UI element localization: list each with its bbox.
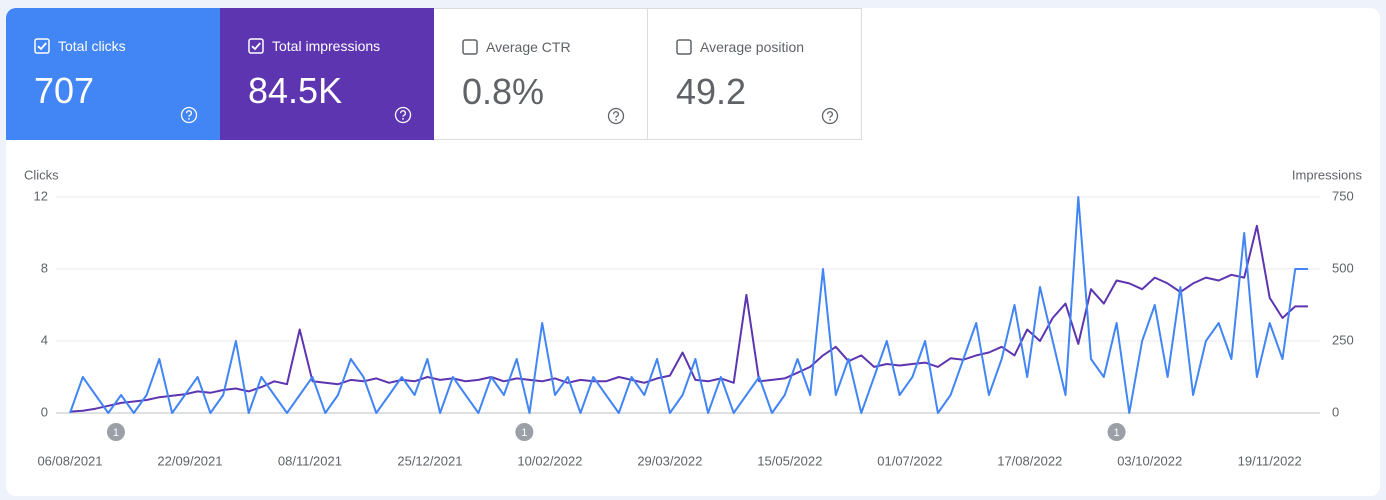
- help-circle: [394, 106, 412, 124]
- x-tick-label: 01/07/2022: [877, 453, 942, 468]
- help-glyph: [185, 110, 192, 117]
- checkbox[interactable]: [462, 39, 478, 55]
- help-dot: [829, 119, 831, 121]
- x-tick-label: 19/11/2022: [1238, 453, 1302, 468]
- checkmark: [37, 42, 47, 51]
- metric-label: Average CTR: [486, 39, 571, 55]
- x-tick-label: 15/05/2022: [757, 453, 822, 468]
- y-tick-label: 8: [41, 260, 48, 275]
- y2-tick-label: 250: [1332, 332, 1354, 347]
- series-line: [69, 224, 1308, 413]
- help-dot: [615, 119, 617, 121]
- metric-label: Average position: [700, 39, 805, 55]
- checkbox-box: [248, 38, 264, 54]
- metric-value: 707: [34, 70, 95, 111]
- help-glyph: [612, 111, 619, 118]
- y2-tick-label: 0: [1332, 404, 1339, 419]
- help-circle: [607, 107, 625, 125]
- checkbox[interactable]: [676, 39, 692, 55]
- y2-tick-label: 500: [1332, 260, 1354, 275]
- checkbox-box: [34, 38, 50, 54]
- metric-cards: Total clicks 707 Total impressions 84.5K Ave…: [6, 8, 862, 140]
- metric-label: Total impressions: [272, 38, 381, 54]
- annotation-label: 1: [1113, 427, 1119, 439]
- checkmark: [251, 42, 261, 51]
- checkbox[interactable]: [248, 38, 264, 54]
- help-icon[interactable]: [394, 106, 412, 124]
- y2-axis-title: Impressions: [1292, 167, 1363, 182]
- checkbox[interactable]: [34, 38, 50, 54]
- metric-value: 84.5K: [248, 70, 343, 111]
- x-tick-label: 10/02/2022: [517, 453, 582, 468]
- annotation-marker[interactable]: [515, 423, 534, 441]
- metric-card[interactable]: Total impressions 84.5K: [220, 8, 434, 140]
- help-circle: [180, 106, 198, 124]
- help-glyph: [399, 110, 406, 117]
- help-dot: [188, 118, 190, 120]
- x-tick-label: 22/09/2021: [157, 453, 222, 468]
- y-tick-label: 12: [34, 188, 48, 203]
- y-axis-title: Clicks: [24, 167, 59, 182]
- performance-panel: Total clicks 707 Total impressions 84.5K Ave…: [6, 8, 1380, 496]
- y-tick-label: 4: [41, 332, 48, 347]
- x-tick-label: 08/11/2021: [278, 453, 342, 468]
- metric-label: Total clicks: [58, 38, 126, 54]
- help-circle: [821, 107, 839, 125]
- x-tick-label: 29/03/2022: [637, 453, 702, 468]
- help-dot: [402, 118, 404, 120]
- help-icon[interactable]: [607, 107, 625, 125]
- annotation-marker[interactable]: [1107, 423, 1126, 441]
- help-icon[interactable]: [180, 106, 198, 124]
- metric-value: 49.2: [676, 71, 747, 112]
- metric-card[interactable]: Total clicks 707: [6, 8, 220, 140]
- checkbox-box: [462, 39, 478, 55]
- metric-card[interactable]: Average CTR 0.8%: [434, 8, 648, 140]
- annotation-marker[interactable]: [106, 423, 125, 441]
- metric-card[interactable]: Average position 49.2: [648, 8, 862, 140]
- series-line: [69, 196, 1308, 414]
- help-icon[interactable]: [821, 107, 839, 125]
- x-tick-label: 03/10/2022: [1117, 453, 1182, 468]
- x-tick-label: 17/08/2022: [997, 453, 1062, 468]
- help-glyph: [826, 111, 833, 118]
- checkbox-box: [676, 39, 692, 55]
- annotation-label: 1: [113, 427, 119, 439]
- x-tick-label: 06/08/2021: [37, 453, 102, 468]
- y-tick-label: 0: [41, 404, 48, 419]
- y2-tick-label: 750: [1332, 188, 1354, 203]
- annotation-label: 1: [521, 427, 527, 439]
- x-tick-label: 25/12/2021: [397, 453, 462, 468]
- metric-value: 0.8%: [462, 71, 545, 112]
